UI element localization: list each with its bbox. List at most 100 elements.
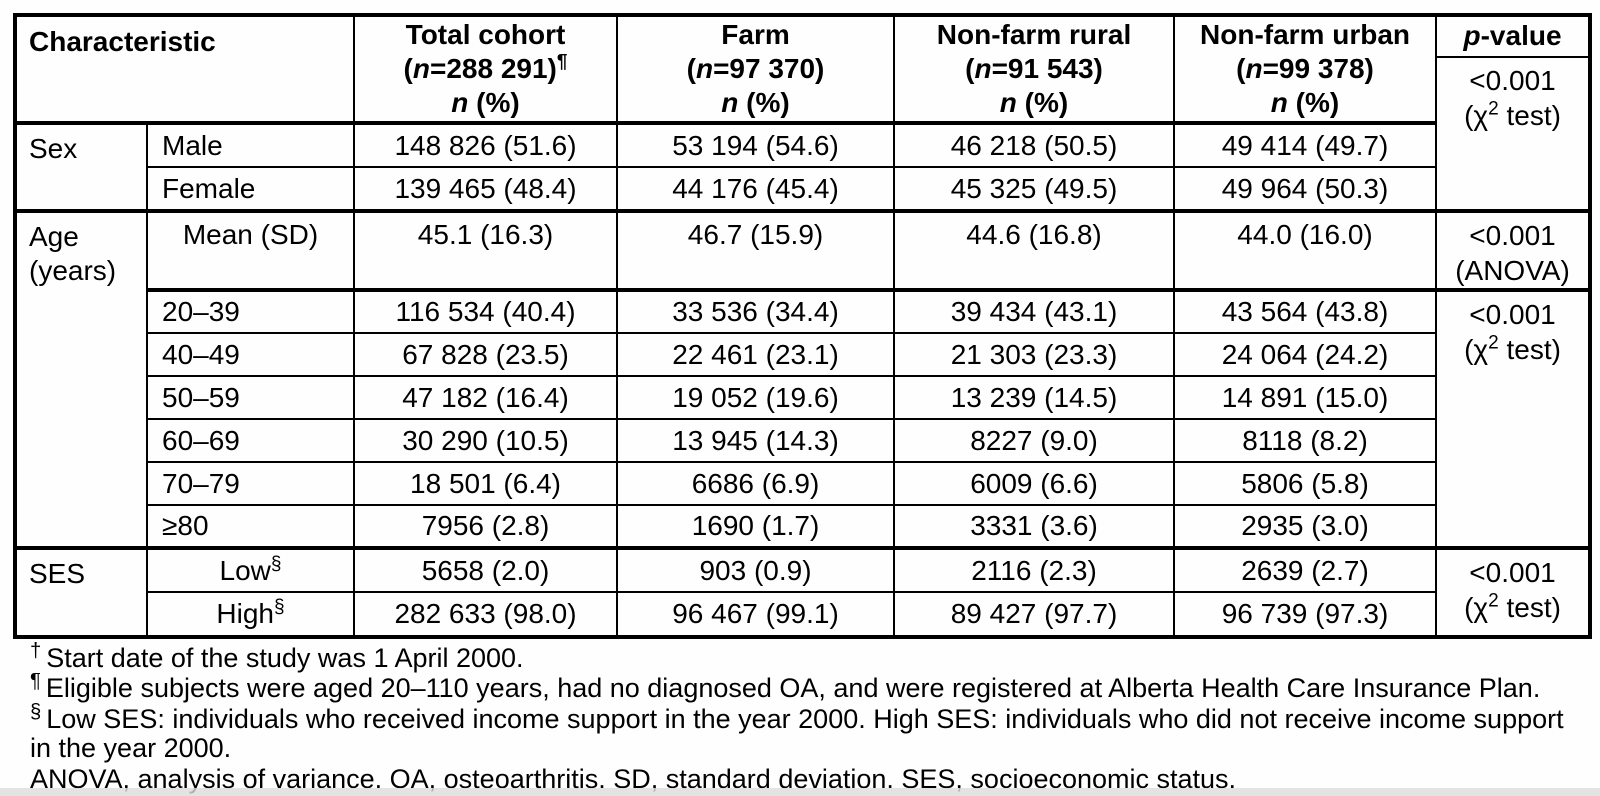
column-n: (n=99 378) bbox=[1236, 52, 1374, 84]
row-label-male: Male bbox=[145, 121, 356, 168]
column-unit: n (%) bbox=[721, 87, 790, 119]
group-age: Age (years) bbox=[14, 209, 148, 549]
table-row: ≥80 7956 (2.8) 1690 (1.7) 3331 (3.6) 293… bbox=[15, 504, 1590, 549]
footnote-eligibility: ¶ Eligible subjects were aged 20–110 year… bbox=[30, 670, 1541, 704]
cell-value: 39 434 (43.1) bbox=[893, 288, 1176, 334]
group-sex: Sex bbox=[14, 121, 148, 212]
cell-value: 2116 (2.3) bbox=[893, 546, 1176, 593]
table-row: Sex Male 148 826 (51.6) 53 194 (54.6) 46… bbox=[14, 121, 1590, 212]
table-row: 40–49 67 828 (23.5) 22 461 (23.1) 21 303… bbox=[15, 332, 1590, 377]
table-row: 50–59 47 182 (16.4) 19 052 (19.6) 13 239… bbox=[15, 375, 1590, 420]
cell-value: 7956 (2.8) bbox=[353, 504, 619, 549]
cell-value: 8118 (8.2) bbox=[1173, 418, 1438, 463]
row-label-low: Low§ bbox=[145, 546, 356, 593]
cell-value: 148 826 (51.6) bbox=[353, 121, 619, 168]
p-value-sex: <0.001 (χ2 test) bbox=[1435, 56, 1592, 212]
cell-value: 30 290 (10.5) bbox=[353, 418, 619, 463]
cell-value: 53 194 (54.6) bbox=[616, 121, 896, 168]
row-label-20-39: 20–39 bbox=[145, 288, 356, 334]
cell-value: 21 303 (23.3) bbox=[893, 332, 1176, 377]
header-p-value: p-value bbox=[1435, 14, 1592, 58]
header-nonfarm-rural: Non-farm rural (n=91 543) n (%) bbox=[893, 14, 1176, 124]
row-label-80plus: ≥80 bbox=[145, 504, 356, 549]
cell-value: 44.0 (16.0) bbox=[1173, 209, 1438, 291]
row-label-high: High§ bbox=[145, 591, 356, 638]
cell-value: 49 964 (50.3) bbox=[1173, 166, 1438, 212]
column-title: Non-farm rural bbox=[936, 18, 1132, 50]
cell-value: 1690 (1.7) bbox=[616, 504, 896, 549]
cell-value: 46.7 (15.9) bbox=[616, 209, 896, 291]
row-label-70-79: 70–79 bbox=[145, 461, 356, 506]
cell-value: 45.1 (16.3) bbox=[353, 209, 619, 291]
cell-value: 2935 (3.0) bbox=[1173, 504, 1438, 549]
column-unit: n (%) bbox=[451, 87, 520, 119]
column-unit: n (%) bbox=[999, 87, 1069, 119]
row-label-40-49: 40–49 bbox=[145, 332, 356, 377]
cell-value: 47 182 (16.4) bbox=[353, 375, 619, 420]
cell-value: 44.6 (16.8) bbox=[893, 209, 1176, 291]
cell-value: 3331 (3.6) bbox=[893, 504, 1176, 549]
column-n: (n=91 543) bbox=[965, 52, 1103, 84]
cell-value: 14 891 (15.0) bbox=[1173, 375, 1438, 420]
cell-value: 49 414 (49.7) bbox=[1173, 121, 1438, 168]
column-unit: n (%) bbox=[1270, 87, 1340, 119]
row-label-mean-sd: Mean (SD) bbox=[145, 209, 356, 291]
cell-value: 96 467 (99.1) bbox=[616, 591, 896, 638]
cell-value: 96 739 (97.3) bbox=[1173, 591, 1438, 638]
column-n: (n=288 291)¶ bbox=[403, 51, 568, 84]
cell-value: 5658 (2.0) bbox=[353, 546, 619, 593]
table-row: High§ 282 633 (98.0) 96 467 (99.1) 89 42… bbox=[15, 591, 1590, 638]
footnote-ses-definition: § Low SES: individuals who received incom… bbox=[30, 700, 1564, 764]
table-row: SES Low§ 5658 (2.0) 903 (0.9) 2116 (2.3)… bbox=[14, 546, 1592, 638]
header-total-cohort: Total cohort (n=288 291)¶ n (%) bbox=[353, 14, 619, 124]
group-ses: SES bbox=[14, 546, 148, 638]
cell-value: 282 633 (98.0) bbox=[353, 591, 619, 638]
row-label-60-69: 60–69 bbox=[145, 418, 356, 463]
header-characteristic: Characteristic bbox=[13, 14, 356, 124]
scan-edge-artifact bbox=[0, 788, 1600, 796]
cell-value: 19 052 (19.6) bbox=[616, 375, 896, 420]
cell-value: 44 176 (45.4) bbox=[616, 166, 896, 212]
table-row: 70–79 18 501 (6.4) 6686 (6.9) 6009 (6.6)… bbox=[15, 461, 1590, 506]
column-title: Total cohort bbox=[405, 18, 566, 50]
cell-value: 2639 (2.7) bbox=[1173, 546, 1438, 593]
cell-value: 6686 (6.9) bbox=[616, 461, 896, 506]
table-row: Female 139 465 (48.4) 44 176 (45.4) 45 3… bbox=[15, 166, 1590, 212]
characteristics-table: Characteristic Total cohort (n=288 291)¶… bbox=[13, 13, 1593, 639]
footnote-start-date: † Start date of the study was 1 April 200… bbox=[30, 640, 524, 673]
cell-value: 24 064 (24.2) bbox=[1173, 332, 1438, 377]
column-title: Non-farm urban bbox=[1200, 18, 1411, 50]
table-row: 20–39 116 534 (40.4) 33 536 (34.4) 39 43… bbox=[15, 288, 1592, 549]
cell-value: 89 427 (97.7) bbox=[893, 591, 1176, 638]
cell-value: 903 (0.9) bbox=[616, 546, 896, 593]
footnotes: † Start date of the study was 1 April 200… bbox=[30, 640, 1578, 795]
cell-value: 33 536 (34.4) bbox=[616, 288, 896, 334]
cell-value: 8227 (9.0) bbox=[893, 418, 1176, 463]
cell-value: 5806 (5.8) bbox=[1173, 461, 1438, 506]
p-value-ses: <0.001 (χ2 test) bbox=[1435, 546, 1592, 638]
table-row: 60–69 30 290 (10.5) 13 945 (14.3) 8227 (… bbox=[15, 418, 1590, 463]
cell-value: 116 534 (40.4) bbox=[353, 288, 619, 334]
row-label-female: Female bbox=[145, 166, 356, 212]
p-value-age-groups: <0.001 (χ2 test) bbox=[1435, 288, 1592, 549]
cell-value: 43 564 (43.8) bbox=[1173, 288, 1438, 334]
cell-value: 18 501 (6.4) bbox=[353, 461, 619, 506]
cell-value: 46 218 (50.5) bbox=[893, 121, 1176, 168]
p-value-age-mean: <0.001 (ANOVA) bbox=[1435, 209, 1592, 291]
row-label-50-59: 50–59 bbox=[145, 375, 356, 420]
cell-value: 6009 (6.6) bbox=[893, 461, 1176, 506]
header-farm: Farm (n=97 370) n (%) bbox=[616, 14, 896, 124]
cell-value: 139 465 (48.4) bbox=[353, 166, 619, 212]
header-subrow: <0.001 (χ2 test) bbox=[15, 56, 1592, 212]
cell-value: 67 828 (23.5) bbox=[353, 332, 619, 377]
column-n: (n=97 370) bbox=[686, 52, 825, 84]
table-row: Age (years) Mean (SD) 45.1 (16.3) 46.7 (… bbox=[14, 209, 1592, 549]
cell-value: 13 239 (14.5) bbox=[893, 375, 1176, 420]
cell-value: 45 325 (49.5) bbox=[893, 166, 1176, 212]
cell-value: 13 945 (14.3) bbox=[616, 418, 896, 463]
header-nonfarm-urban: Non-farm urban (n=99 378) n (%) bbox=[1173, 14, 1438, 124]
header-row: Characteristic Total cohort (n=288 291)¶… bbox=[13, 14, 1592, 124]
cell-value: 22 461 (23.1) bbox=[616, 332, 896, 377]
column-title: Farm bbox=[721, 18, 790, 50]
